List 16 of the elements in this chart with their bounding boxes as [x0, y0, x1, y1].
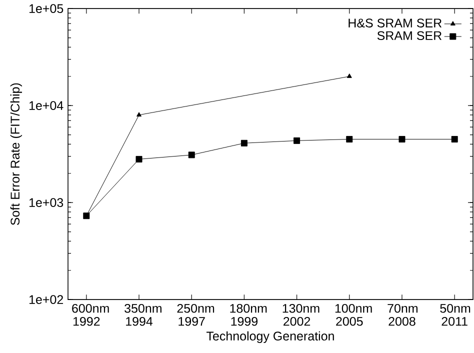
y-tick-label: 1e+05: [29, 4, 64, 14]
x-tick-label: 350nm 1994: [124, 304, 162, 326]
x-tick-label: 130nm 2002: [282, 304, 320, 326]
legend-label: SRAM SER: [377, 31, 442, 40]
x-tick-label: 250nm 1997: [177, 304, 214, 326]
x-tick-label: 70nm 2008: [388, 304, 418, 326]
legend-label: H&S SRAM SER: [348, 18, 442, 28]
x-tick-label: 180nm 1999: [230, 304, 267, 326]
y-tick-label: 1e+03: [29, 198, 64, 208]
y-axis-title: Soft Error Rate (FIT/Chip): [10, 84, 22, 226]
x-tick-label: 50nm 2011: [440, 304, 470, 326]
x-tick-label: 600nm 1992: [72, 304, 109, 326]
y-tick-label: 1e+02: [29, 295, 63, 304]
y-tick-label: 1e+04: [29, 101, 64, 110]
x-tick-label: 100nm 2005: [335, 304, 372, 326]
x-axis-title: Technology Generation: [206, 332, 334, 344]
